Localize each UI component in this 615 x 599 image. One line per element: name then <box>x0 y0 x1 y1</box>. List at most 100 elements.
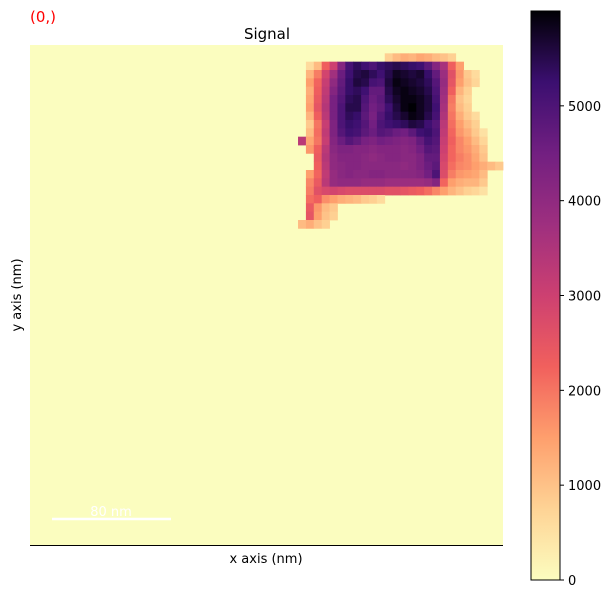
heatmap-cell <box>408 111 417 121</box>
heatmap-cell <box>305 136 315 146</box>
heatmap-cell <box>416 178 425 188</box>
heatmap-cell <box>329 145 338 154</box>
index-label: (0,) <box>30 8 56 26</box>
heatmap-cell <box>384 153 394 163</box>
heatmap-cell <box>408 128 417 138</box>
heatmap-cell <box>471 111 480 121</box>
heatmap-cell <box>298 220 307 229</box>
colorbar-tick-label: 1000 <box>568 479 601 494</box>
heatmap-cell <box>479 153 488 163</box>
heatmap-cell <box>321 203 330 213</box>
heatmap-cell <box>455 95 464 104</box>
heatmap-cell <box>479 128 488 138</box>
heatmap-cell <box>384 53 394 63</box>
heatmap-cell <box>424 86 433 96</box>
heatmap-cell <box>368 186 378 196</box>
heatmap-cell <box>337 170 346 179</box>
heatmap-cell <box>345 153 354 163</box>
heatmap-cell <box>321 178 330 188</box>
heatmap-cell <box>416 170 425 179</box>
heatmap-cell <box>455 70 464 79</box>
heatmap-cell <box>392 161 401 171</box>
heatmap-cell <box>432 153 441 163</box>
heatmap-cell <box>313 178 323 188</box>
heatmap-cell <box>432 53 441 63</box>
colorbar <box>530 10 561 581</box>
heatmap-cell <box>384 128 394 138</box>
heatmap-cell <box>471 153 480 163</box>
heatmap-cell <box>337 78 346 88</box>
heatmap-cell <box>432 170 441 179</box>
heatmap-cell <box>321 186 330 196</box>
heatmap-cell <box>471 186 480 196</box>
heatmap-cell <box>455 86 464 96</box>
heatmap-cell <box>353 128 362 138</box>
heatmap-cell <box>392 186 401 196</box>
heatmap-cell <box>471 70 480 79</box>
heatmap-cell <box>313 61 323 71</box>
heatmap-cell <box>424 53 433 63</box>
heatmap-cell <box>361 195 370 204</box>
heatmap-cell <box>368 161 378 171</box>
heatmap-cell <box>313 78 323 88</box>
heatmap-cell <box>471 161 480 171</box>
heatmap-cell <box>305 120 315 129</box>
colorbar-tick-label: 5000 <box>568 100 601 115</box>
heatmap-cell <box>361 70 370 79</box>
heatmap-cell <box>313 70 323 79</box>
heatmap-cell <box>384 86 394 96</box>
heatmap-cell <box>439 61 449 71</box>
heatmap-cell <box>313 86 323 96</box>
heatmap-cell <box>321 211 330 221</box>
heatmap-cell <box>416 128 425 138</box>
heatmap-cell <box>479 136 488 146</box>
heatmap-cell <box>368 103 378 113</box>
heatmap-cell <box>329 78 338 88</box>
heatmap-cell <box>368 78 378 88</box>
heatmap-cell <box>337 153 346 163</box>
heatmap-cell <box>368 61 378 71</box>
heatmap-cell <box>479 186 488 196</box>
heatmap-cell <box>408 136 417 146</box>
heatmap-cell <box>321 120 330 129</box>
heatmap-cell <box>471 120 480 129</box>
heatmap-cell <box>463 78 472 88</box>
heatmap-cell <box>384 161 394 171</box>
heatmap-cell <box>463 95 472 104</box>
heatmap-cell <box>432 128 441 138</box>
heatmap-cell <box>329 211 338 221</box>
heatmap-cell <box>305 220 315 229</box>
heatmap-cell <box>345 61 354 71</box>
heatmap-cell <box>400 178 409 188</box>
heatmap-cell <box>471 170 480 179</box>
heatmap-cell <box>439 186 449 196</box>
heatmap-cell <box>424 136 433 146</box>
heatmap-cell <box>298 136 307 146</box>
heatmap-cell <box>471 178 480 188</box>
heatmap-cell <box>479 145 488 154</box>
chart-title: Signal <box>244 25 290 43</box>
heatmap-cell <box>392 78 401 88</box>
heatmap-cell <box>439 111 449 121</box>
heatmap-cell <box>408 178 417 188</box>
heatmap-cell <box>345 78 354 88</box>
heatmap-cell <box>416 53 425 63</box>
heatmap-cell <box>313 211 323 221</box>
heatmap-cell <box>416 186 425 196</box>
heatmap-cell <box>353 178 362 188</box>
heatmap-cell <box>424 178 433 188</box>
heatmap-cell <box>305 195 315 204</box>
heatmap-cell <box>400 145 409 154</box>
heatmap-cell <box>487 161 496 171</box>
heatmap-cell <box>361 111 370 121</box>
heatmap-cell <box>329 203 338 213</box>
heatmap-cell <box>313 136 323 146</box>
heatmap-cell <box>439 53 449 63</box>
heatmap-cell <box>424 170 433 179</box>
heatmap-cell <box>471 136 480 146</box>
heatmap-cell <box>361 170 370 179</box>
heatmap-cell <box>432 186 441 196</box>
heatmap-cell <box>424 161 433 171</box>
heatmap-cell <box>368 128 378 138</box>
heatmap-cell <box>439 78 449 88</box>
